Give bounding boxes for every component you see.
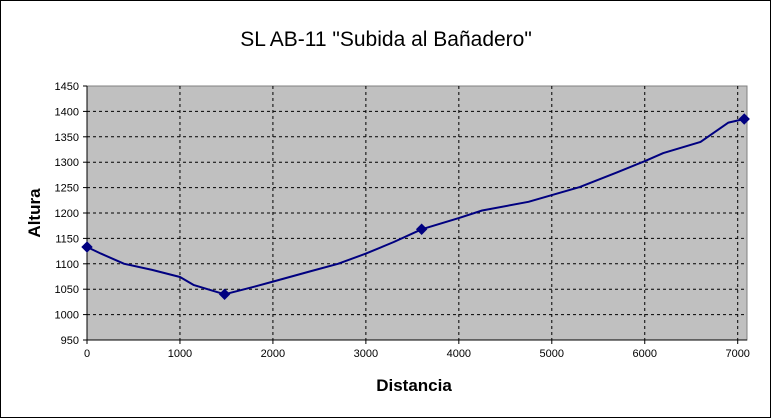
x-tick-label: 2000	[261, 348, 285, 360]
x-tick-label: 1000	[168, 348, 192, 360]
x-axis-ticks: 0 1000 2000 3000 4000 5000 6000 7000	[84, 339, 750, 360]
x-tick-label: 6000	[633, 348, 657, 360]
chart-title: SL AB-11 "Subida al Bañadero"	[240, 28, 532, 51]
x-tick-label: 5000	[540, 348, 564, 360]
y-tick-label: 1150	[55, 233, 79, 245]
y-axis-ticks: 950 1000 1050 1100 1150 1200 1250 1300 1350 1400 1…	[55, 81, 88, 347]
x-tick-label: 3000	[354, 348, 378, 360]
data-point-marker	[738, 113, 750, 125]
x-tick-label: 0	[84, 348, 90, 360]
y-tick-label: 1200	[55, 208, 79, 220]
elevation-line	[86, 118, 745, 296]
series-layer	[81, 113, 750, 300]
y-tick-label: 1050	[55, 284, 79, 296]
data-point-marker	[218, 288, 231, 300]
x-tick-label: 4000	[447, 348, 471, 360]
x-axis-label: Distancia	[376, 376, 452, 395]
y-axis-label: Altura	[25, 188, 44, 238]
data-point-marker	[415, 223, 428, 235]
y-tick-label: 1100	[55, 259, 79, 271]
y-tick-label: 950	[61, 335, 79, 347]
y-tick-label: 1000	[55, 310, 79, 322]
y-tick-label: 1400	[55, 106, 79, 118]
y-tick-label: 1350	[55, 132, 79, 144]
gridlines	[87, 86, 747, 340]
y-tick-label: 1250	[55, 183, 79, 195]
data-point-marker	[81, 241, 93, 253]
y-tick-label: 1300	[55, 157, 79, 169]
y-tick-label: 1450	[55, 81, 79, 93]
x-tick-label: 7000	[725, 348, 749, 360]
